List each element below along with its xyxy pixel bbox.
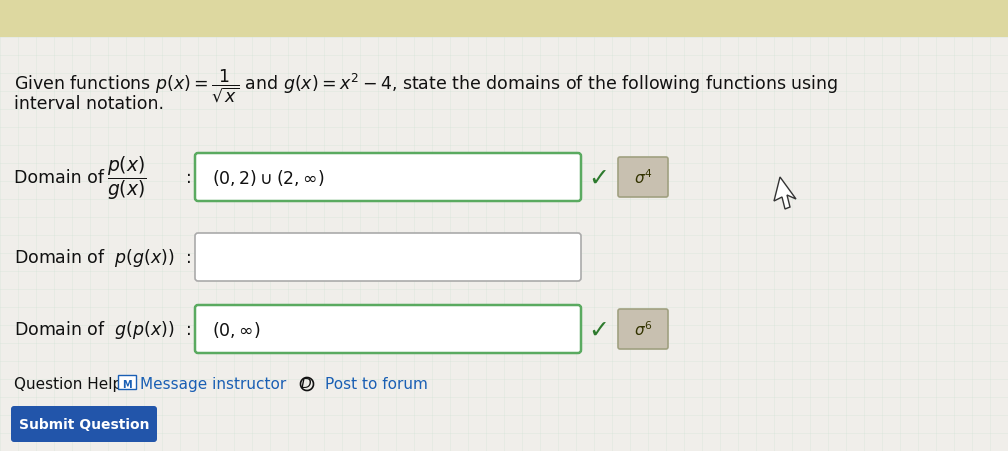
Text: Domain of  $p(g(x))$  :: Domain of $p(g(x))$ : — [14, 246, 191, 268]
FancyBboxPatch shape — [618, 158, 668, 198]
Text: $(0,2) \cup (2,\infty)$: $(0,2) \cup (2,\infty)$ — [212, 168, 325, 188]
Bar — [0, 0, 1008, 38]
Text: Domain of: Domain of — [14, 169, 115, 187]
Text: D: D — [301, 377, 311, 391]
Text: $(0,\infty)$: $(0,\infty)$ — [212, 319, 260, 339]
Text: $\sigma^6$: $\sigma^6$ — [634, 320, 652, 339]
Text: Message instructor: Message instructor — [140, 377, 286, 391]
Text: Given functions $p(x) = \dfrac{1}{\sqrt{x}}$ and $g(x) = x^2 - 4$, state the dom: Given functions $p(x) = \dfrac{1}{\sqrt{… — [14, 68, 839, 105]
Text: interval notation.: interval notation. — [14, 95, 164, 113]
Text: :: : — [175, 169, 192, 187]
Polygon shape — [774, 178, 796, 210]
FancyBboxPatch shape — [195, 305, 581, 353]
Text: M: M — [122, 379, 132, 389]
FancyBboxPatch shape — [11, 406, 157, 442]
FancyBboxPatch shape — [195, 234, 581, 281]
FancyBboxPatch shape — [618, 309, 668, 349]
Text: $\sigma^4$: $\sigma^4$ — [634, 168, 652, 187]
Text: Domain of  $g(p(x))$  :: Domain of $g(p(x))$ : — [14, 318, 191, 340]
Text: Submit Question: Submit Question — [19, 417, 149, 431]
Text: $\checkmark$: $\checkmark$ — [588, 166, 607, 189]
Text: Post to forum: Post to forum — [325, 377, 427, 391]
Text: $\checkmark$: $\checkmark$ — [588, 318, 607, 341]
Text: Question Help:: Question Help: — [14, 377, 127, 391]
FancyBboxPatch shape — [195, 154, 581, 202]
Text: $\dfrac{p(x)}{g(x)}$: $\dfrac{p(x)}{g(x)}$ — [107, 154, 147, 202]
Bar — [118, 375, 136, 389]
